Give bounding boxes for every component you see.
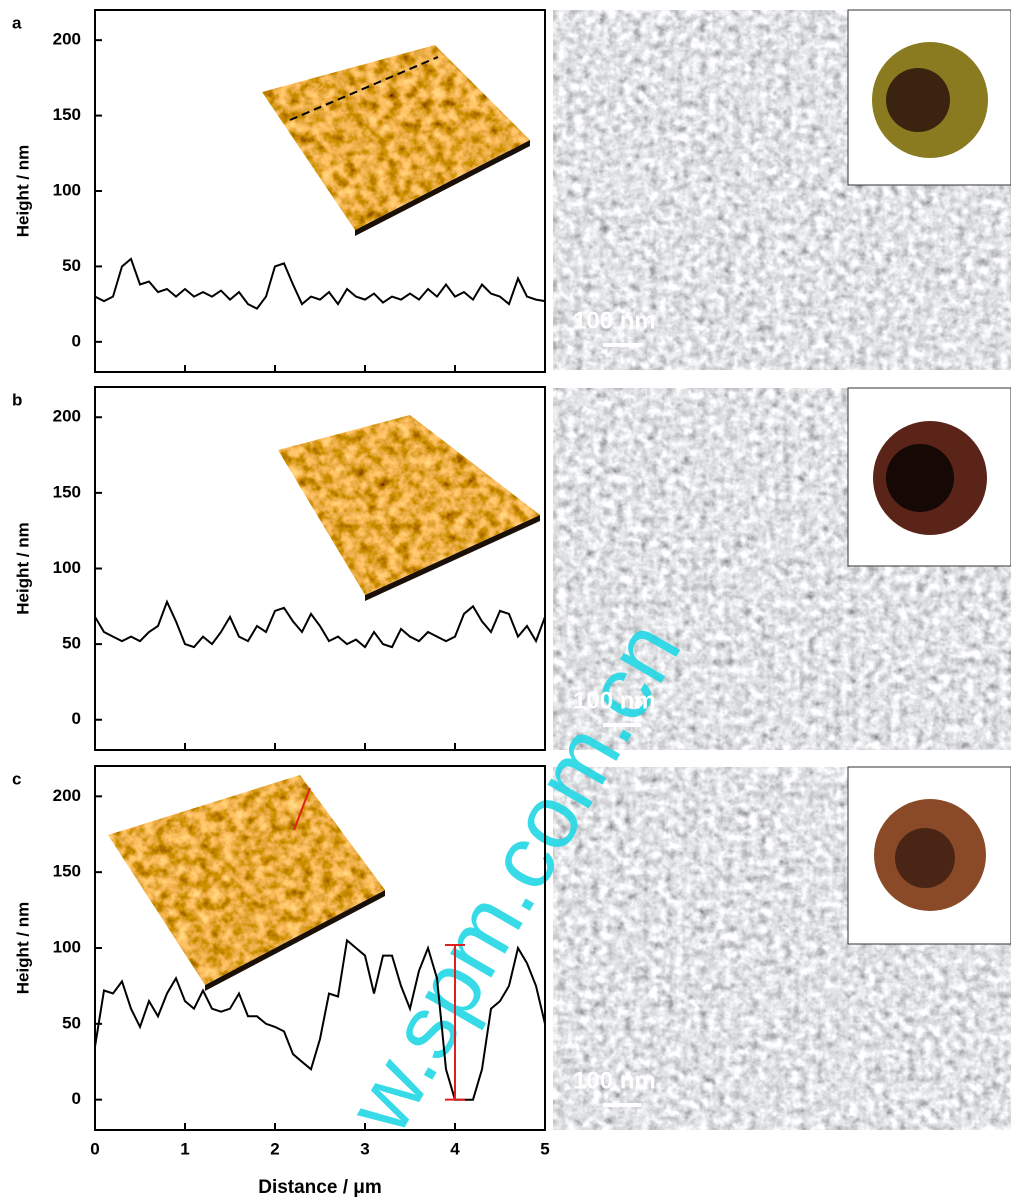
panel-label: c xyxy=(12,769,21,788)
electrode-photo xyxy=(886,444,954,512)
scale-bar-label: 100 nm xyxy=(573,687,656,714)
x-tick-label: 4 xyxy=(450,1139,460,1158)
afm-image xyxy=(108,775,388,990)
y-tick-label: 150 xyxy=(53,482,81,501)
sem-images xyxy=(553,10,1011,1130)
y-tick-label: 0 xyxy=(72,1089,81,1108)
scale-bar-label: 100 nm xyxy=(573,1067,656,1094)
scale-bar-label: 100 nm xyxy=(573,307,656,334)
x-axis-label: Distance / μm xyxy=(258,1177,382,1198)
profile-line xyxy=(95,602,545,647)
y-tick-label: 200 xyxy=(53,407,81,426)
x-tick-label: 1 xyxy=(180,1139,189,1158)
y-tick-label: 0 xyxy=(72,331,81,350)
afm-image xyxy=(262,45,532,235)
x-tick-label: 0 xyxy=(90,1139,99,1158)
panel-label: b xyxy=(12,390,22,409)
afm-image xyxy=(278,415,543,600)
x-tick-label: 5 xyxy=(540,1139,549,1158)
y-tick-label: 150 xyxy=(53,862,81,881)
y-tick-label: 100 xyxy=(53,937,81,956)
y-axis-label: Height / nm xyxy=(13,902,32,995)
y-tick-label: 200 xyxy=(53,30,81,49)
x-tick-label: 3 xyxy=(360,1139,369,1158)
y-tick-label: 200 xyxy=(53,786,81,805)
x-tick-label: 2 xyxy=(270,1139,279,1158)
y-tick-label: 100 xyxy=(53,558,81,577)
y-tick-label: 150 xyxy=(53,105,81,124)
profile-line xyxy=(95,259,545,309)
y-axis-label: Height / nm xyxy=(13,145,32,238)
plot-frame xyxy=(95,10,545,372)
y-tick-label: 0 xyxy=(72,709,81,728)
y-tick-label: 50 xyxy=(62,634,81,653)
y-axis-label: Height / nm xyxy=(13,522,32,615)
y-tick-label: 50 xyxy=(62,256,81,275)
electrode-photo xyxy=(886,68,950,132)
y-tick-label: 50 xyxy=(62,1013,81,1032)
panel-label: a xyxy=(12,13,22,32)
y-tick-label: 100 xyxy=(53,180,81,199)
figure: w.spm.com.cn 050100150200aHeight / nm100… xyxy=(0,0,1011,1200)
electrode-photo xyxy=(895,828,955,888)
